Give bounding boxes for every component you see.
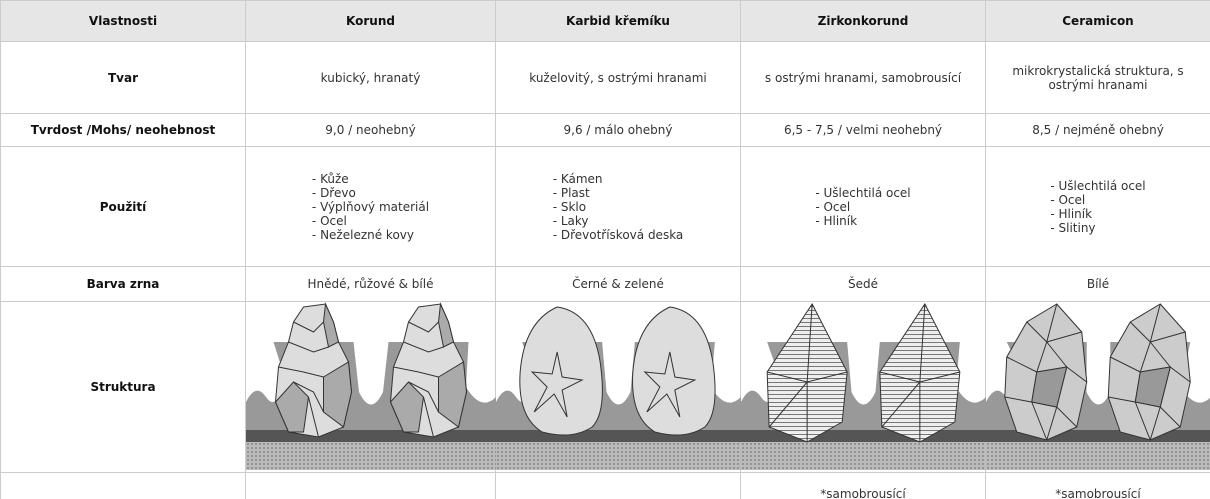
- usage-item: - Plast: [552, 185, 590, 200]
- cell: - Ušlechtilá ocel - Ocel - Hliník - Slitiny: [985, 146, 1210, 267]
- footnote: [495, 472, 741, 499]
- bond-layer: [496, 430, 741, 442]
- usage-item: - Ocel: [815, 199, 851, 214]
- usage-item: - Ušlechtilá ocel: [1050, 178, 1146, 193]
- cell: 9,6 / málo ohebný: [495, 113, 741, 147]
- usage-item: - Kůže: [311, 171, 349, 186]
- usage-item: - Dřevotřísková deska: [552, 227, 684, 242]
- row: Tvar kubický, hranatý kuželovitý, s ostrým…: [0, 41, 1210, 114]
- usage-item: - Ušlechtilá ocel: [815, 185, 911, 200]
- footnote: [0, 472, 246, 499]
- cell: - Ušlechtilá ocel - Ocel - Hliník: [740, 146, 986, 267]
- bond-layer: [246, 430, 496, 442]
- grain-illustration: [741, 303, 986, 470]
- usage-item: - Laky: [552, 213, 589, 228]
- backing: [246, 442, 496, 470]
- grain: [274, 302, 353, 438]
- row: Barva zrna Hnědé, růžové & bílé Černé & ze…: [0, 266, 1210, 302]
- shape: [393, 321, 444, 438]
- cell: Hnědé, růžové & bílé: [245, 266, 496, 302]
- shape: [1134, 366, 1171, 408]
- header-cell: Vlastnosti: [0, 0, 246, 42]
- shape: [389, 302, 468, 433]
- row: Použití - Kůže - Dřevo - Výplňový materiál -…: [0, 146, 1210, 267]
- structure-cell: [740, 301, 986, 473]
- cell: Černé & zelené: [495, 266, 741, 302]
- row-label: Tvar: [0, 41, 246, 114]
- grain: [879, 303, 961, 443]
- shape: [643, 351, 697, 418]
- shape: [1031, 366, 1068, 408]
- header-cell: Korund: [245, 0, 496, 42]
- footnote: *samobrousící: [740, 472, 986, 499]
- usage-list: - Kámen - Plast - Sklo - Laky - Dřevotřískov…: [553, 172, 684, 242]
- footnote: [245, 472, 496, 499]
- usage-item: - Dřevo: [311, 185, 356, 200]
- cell: 8,5 / nejméně ohebný: [985, 113, 1210, 147]
- usage-item: - Hliník: [815, 213, 858, 228]
- shape: [879, 303, 960, 442]
- header-cell: Zirkonkorund: [740, 0, 986, 42]
- grain: [519, 306, 603, 436]
- cell: 6,5 - 7,5 / velmi neohebný: [740, 113, 986, 147]
- usage-item: - Neželezné kovy: [311, 227, 414, 242]
- grain: [1004, 303, 1088, 441]
- cell: 9,0 / neohebný: [245, 113, 496, 147]
- row-label: Barva zrna: [0, 266, 246, 302]
- grain: [766, 303, 848, 443]
- grain: [389, 302, 468, 438]
- structure-cell: [245, 301, 496, 473]
- usage-item: - Hliník: [1050, 206, 1093, 221]
- row-label: Struktura: [0, 301, 246, 473]
- usage-list: - Ušlechtilá ocel - Ocel - Hliník: [815, 186, 910, 228]
- cell: - Kůže - Dřevo - Výplňový materiál - Ocel - …: [245, 146, 496, 267]
- shape: [530, 351, 584, 418]
- usage-item: - Slitiny: [1050, 220, 1096, 235]
- row-label: Použití: [0, 146, 246, 267]
- usage-item: - Kámen: [552, 171, 603, 186]
- shape: [767, 303, 848, 442]
- header-row: Vlastnosti Korund Karbid křemíku Zirkonkoru…: [0, 0, 1210, 42]
- cell: mikrokrystalická struktura, s ostrými hr…: [985, 41, 1210, 114]
- shape: [274, 302, 353, 433]
- row: Struktura: [0, 301, 1210, 473]
- cell: Bílé: [985, 266, 1210, 302]
- usage-item: - Ocel: [311, 213, 347, 228]
- shape: [278, 321, 329, 438]
- header-cell: Ceramicon: [985, 0, 1210, 42]
- grain-illustration: [246, 302, 496, 470]
- backing: [496, 442, 741, 470]
- structure-cell: [495, 301, 741, 473]
- header-cell: Karbid křemíku: [495, 0, 741, 42]
- grain: [1107, 303, 1191, 441]
- bond-layer: [741, 430, 986, 442]
- usage-list: - Kůže - Dřevo - Výplňový materiál - Ocel - …: [312, 172, 429, 242]
- cell: Šedé: [740, 266, 986, 302]
- usage-list: - Ušlechtilá ocel - Ocel - Hliník - Slitiny: [1050, 179, 1145, 235]
- usage-item: - Sklo: [552, 199, 587, 214]
- grain-illustration: [986, 303, 1210, 470]
- cell: s ostrými hranami, samobrousící: [740, 41, 986, 114]
- cell: kuželovitý, s ostrými hranami: [495, 41, 741, 114]
- footnote-row: *samobrousící *samobrousící: [0, 472, 1210, 499]
- usage-item: - Ocel: [1050, 192, 1086, 207]
- grain: [632, 306, 716, 436]
- cell: kubický, hranatý: [245, 41, 496, 114]
- cell: - Kámen - Plast - Sklo - Laky - Dřevotřískov…: [495, 146, 741, 267]
- backing: [741, 442, 986, 470]
- usage-item: - Výplňový materiál: [311, 199, 430, 214]
- backing: [986, 442, 1210, 470]
- grain-illustration: [496, 306, 741, 470]
- row-label: Tvrdost /Mohs/ neohebnost: [0, 113, 246, 147]
- footnote: *samobrousící: [985, 472, 1210, 499]
- structure-cell: [985, 301, 1210, 473]
- row: Tvrdost /Mohs/ neohebnost 9,0 / neohebný 9…: [0, 113, 1210, 147]
